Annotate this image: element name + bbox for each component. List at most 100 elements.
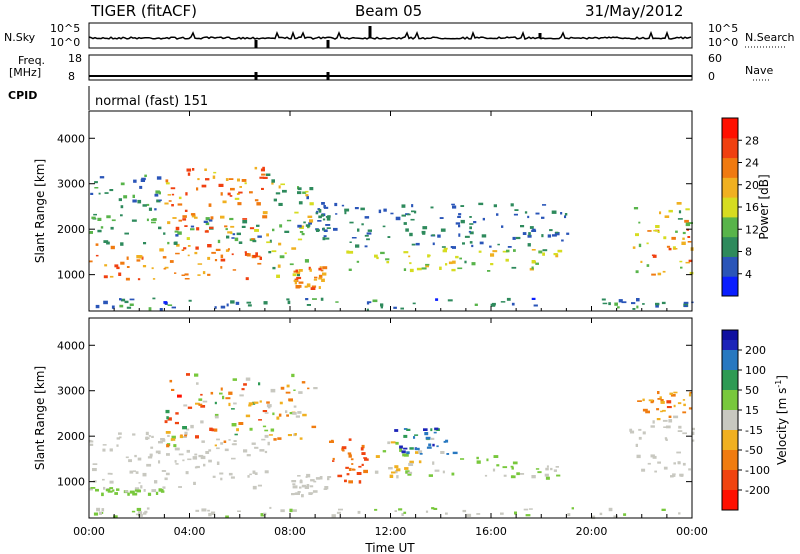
nsky-tick-top: 10^5	[50, 22, 81, 35]
data-cell	[656, 408, 660, 411]
data-cell	[228, 391, 233, 395]
data-cell	[614, 302, 618, 306]
data-cell	[361, 444, 365, 449]
data-cell	[630, 430, 635, 434]
data-cell	[304, 485, 309, 489]
data-cell	[398, 508, 403, 511]
velocity-colorbar-tick-label: -200	[745, 484, 770, 497]
data-cell	[684, 219, 689, 223]
data-cell	[231, 408, 235, 410]
data-cell	[120, 205, 124, 209]
data-cell	[500, 301, 506, 303]
data-cell	[309, 485, 314, 488]
data-cell	[418, 460, 422, 464]
data-cell	[171, 435, 176, 439]
data-cell	[515, 236, 521, 240]
data-cell	[357, 510, 361, 514]
data-cell	[92, 468, 97, 472]
data-cell	[352, 468, 356, 471]
time-xaxis: 00:00 04:00 08:00 12:00 16:00 20:00 00:00	[73, 111, 708, 538]
data-cell	[107, 472, 111, 475]
data-cell	[184, 225, 188, 227]
data-cell	[436, 445, 439, 448]
data-cell	[187, 172, 191, 176]
data-cell	[166, 416, 169, 420]
velocity-colorbar-tick-label: -100	[745, 464, 770, 477]
data-cell	[178, 196, 182, 200]
data-cell	[325, 216, 330, 218]
data-cell	[151, 489, 157, 493]
data-cell	[621, 301, 627, 304]
data-cell	[313, 480, 317, 483]
data-cell	[298, 391, 303, 394]
data-cell	[279, 401, 283, 405]
data-cell	[112, 489, 115, 492]
data-cell	[682, 231, 686, 235]
velocity-colorbar-tick-label: -15	[745, 424, 763, 437]
data-cell	[320, 297, 324, 301]
data-cell	[194, 466, 198, 469]
data-cell	[431, 234, 435, 237]
data-cell	[301, 494, 304, 498]
data-cell	[276, 416, 280, 420]
y-tick-label: 1000	[57, 269, 85, 282]
power-panel: 1000 2000 3000 4000 Slant Range [km]	[33, 110, 694, 312]
data-cell	[682, 237, 685, 240]
data-cell	[335, 301, 339, 303]
data-cell	[348, 268, 352, 271]
y-tick-label: 1000	[57, 476, 85, 489]
data-cell	[261, 438, 266, 441]
data-cell	[225, 178, 229, 181]
data-cell	[673, 462, 676, 465]
data-cell	[460, 219, 465, 224]
data-cell	[136, 259, 141, 262]
data-cell	[443, 440, 446, 443]
data-cell	[89, 439, 92, 443]
freq-label: Freq.	[18, 54, 46, 67]
data-cell	[650, 425, 655, 428]
data-cell	[145, 437, 150, 440]
data-cell	[129, 470, 134, 474]
data-cell	[512, 236, 516, 240]
data-cell	[155, 190, 160, 194]
data-cell	[131, 219, 137, 222]
nsky-tick-bottom: 10^0	[50, 36, 81, 49]
data-cell	[638, 428, 642, 431]
data-cell	[242, 218, 248, 220]
data-cell	[126, 306, 132, 309]
data-cell	[458, 213, 462, 216]
data-cell	[138, 482, 141, 484]
data-cell	[292, 483, 296, 486]
data-cell	[241, 179, 247, 182]
data-cell	[195, 509, 200, 512]
data-cell	[331, 514, 336, 518]
data-cell	[407, 471, 413, 474]
data-cell	[473, 221, 477, 224]
power-colorbar-bin	[722, 236, 738, 257]
data-cell	[158, 191, 161, 195]
data-cell	[378, 209, 382, 214]
data-cell	[90, 487, 96, 489]
data-cell	[443, 247, 448, 250]
data-cell	[528, 232, 531, 236]
data-cell	[334, 202, 338, 207]
data-cell	[161, 470, 167, 472]
data-cell	[323, 488, 328, 490]
data-cell	[335, 213, 338, 215]
data-cell	[251, 238, 255, 240]
data-cell	[691, 431, 695, 435]
y-tick-label: 3000	[57, 178, 85, 191]
data-cell	[682, 432, 687, 435]
y-tick-label: 4000	[57, 132, 85, 145]
power-yaxis: 1000 2000 3000 4000	[57, 132, 692, 282]
data-cell	[358, 480, 362, 484]
data-cell	[205, 178, 210, 181]
data-cell	[670, 393, 676, 397]
data-cell	[295, 285, 300, 289]
data-cell	[194, 373, 199, 377]
data-cell	[316, 228, 320, 232]
data-cell	[148, 207, 152, 211]
data-cell	[403, 511, 407, 514]
velocity-colorbar-tick-label: 100	[745, 364, 766, 377]
data-cell	[305, 224, 311, 227]
